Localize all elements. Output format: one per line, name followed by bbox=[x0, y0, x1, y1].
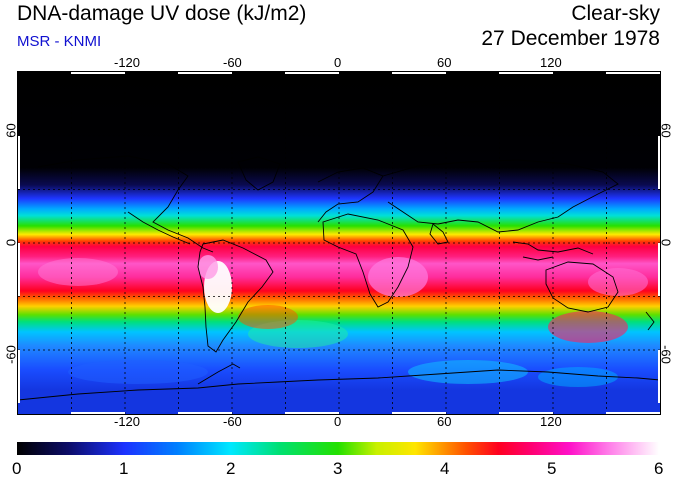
color-scale-bar bbox=[17, 442, 659, 455]
uv-dose-map bbox=[17, 71, 661, 415]
frame-ticks bbox=[18, 72, 660, 414]
top-lon-label: 0 bbox=[334, 55, 342, 70]
colorbar-label: 1 bbox=[119, 459, 129, 478]
top-lon-label: 120 bbox=[540, 55, 562, 70]
sky-condition-label: Clear-sky bbox=[571, 2, 660, 25]
graticule bbox=[18, 72, 660, 414]
top-lon-label: 60 bbox=[437, 55, 452, 70]
bottom-lon-label: 60 bbox=[437, 414, 452, 429]
bottom-lon-label: -60 bbox=[223, 414, 242, 429]
colorbar-label: 0 bbox=[12, 459, 22, 478]
bottom-lon-label: 120 bbox=[540, 414, 562, 429]
uv-dose-variations bbox=[38, 255, 648, 387]
bottom-lon-label: 0 bbox=[334, 414, 342, 429]
date-label: 27 December 1978 bbox=[481, 27, 660, 50]
colorbar-label: 4 bbox=[440, 459, 450, 478]
coastlines bbox=[18, 155, 660, 401]
colorbar-label: 5 bbox=[547, 459, 557, 478]
colorbar-label: 6 bbox=[654, 459, 664, 478]
top-lon-label: -60 bbox=[223, 55, 242, 70]
colorbar-label: 2 bbox=[226, 459, 236, 478]
top-lon-label: -120 bbox=[114, 55, 141, 70]
bottom-lon-label: -120 bbox=[114, 414, 141, 429]
map-overlay bbox=[18, 72, 660, 414]
map-title: DNA-damage UV dose (kJ/m2) bbox=[17, 2, 307, 25]
source-label: MSR - KNMI bbox=[17, 33, 102, 50]
colorbar-label: 3 bbox=[333, 459, 343, 478]
